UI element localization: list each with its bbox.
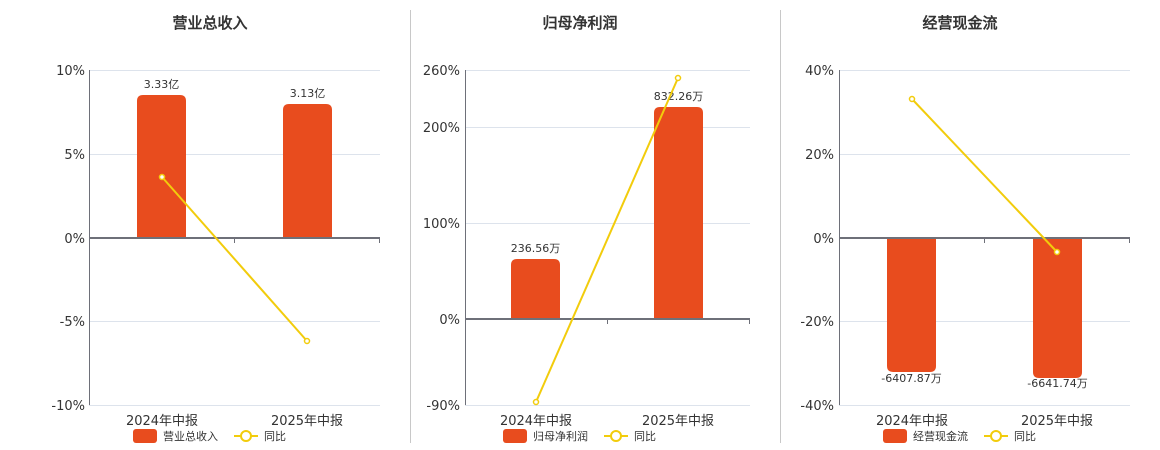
- svg-text:10%: 10%: [56, 64, 85, 79]
- legend-bar-swatch[interactable]: [883, 429, 907, 443]
- bar-value-label: 3.13亿: [290, 87, 326, 100]
- y-axis-ticks: 10% 5% 0% -5% -10%: [51, 64, 85, 414]
- legend-line-marker[interactable]: [610, 430, 622, 442]
- yoy-line: [161, 176, 308, 342]
- bar-value-label: 3.33亿: [144, 78, 180, 91]
- chart-net-profit: 归母净利润 260% 200% 100% 0% -90% 236.56万 832…: [423, 14, 750, 443]
- x-axis-label: 2024年中报: [876, 414, 948, 429]
- svg-text:-40%: -40%: [800, 399, 834, 414]
- legend-bar-label[interactable]: 归母净利润: [533, 429, 588, 443]
- svg-text:0%: 0%: [64, 232, 85, 247]
- x-axis-label: 2025年中报: [271, 414, 343, 429]
- legend: 归母净利润 同比: [503, 429, 656, 443]
- legend-line-label[interactable]: 同比: [264, 430, 286, 443]
- x-axis-label: 2025年中报: [642, 414, 714, 429]
- chart-title: 经营现金流: [922, 14, 997, 32]
- y-axis-ticks: 260% 200% 100% 0% -90%: [423, 64, 460, 414]
- svg-text:260%: 260%: [423, 64, 460, 79]
- chart-title: 营业总收入: [172, 14, 247, 32]
- panel-separator: [410, 10, 411, 443]
- x-axis-label: 2024年中报: [500, 414, 572, 429]
- bar-2025[interactable]: [1033, 238, 1082, 378]
- svg-text:100%: 100%: [423, 217, 460, 232]
- chart-revenue: 营业总收入 10% 5% 0% -5% -10% 3.33亿 3.13亿: [51, 14, 380, 443]
- legend-line-marker[interactable]: [240, 430, 252, 442]
- yoy-point[interactable]: [303, 337, 311, 345]
- legend-line-marker[interactable]: [990, 430, 1002, 442]
- svg-text:40%: 40%: [805, 64, 834, 79]
- yoy-point[interactable]: [908, 95, 916, 103]
- x-axis-label: 2024年中报: [126, 414, 198, 429]
- svg-text:-90%: -90%: [426, 399, 460, 414]
- yoy-point[interactable]: [1053, 248, 1061, 256]
- legend-bar-label[interactable]: 营业总收入: [163, 429, 218, 443]
- bar-2024[interactable]: [137, 95, 186, 238]
- legend-bar-swatch[interactable]: [503, 429, 527, 443]
- bar-2024[interactable]: [887, 238, 936, 372]
- chart-title: 归母净利润: [542, 14, 617, 32]
- bar-2025[interactable]: [283, 104, 332, 238]
- bar-2025[interactable]: [654, 107, 703, 319]
- svg-text:5%: 5%: [64, 148, 85, 163]
- bar-value-label: 236.56万: [511, 242, 561, 255]
- bar-value-label: -6641.74万: [1027, 377, 1087, 390]
- legend: 营业总收入 同比: [133, 429, 286, 443]
- svg-text:200%: 200%: [423, 121, 460, 136]
- svg-text:-10%: -10%: [51, 399, 85, 414]
- x-axis-label: 2025年中报: [1021, 414, 1093, 429]
- yoy-line: [911, 98, 1058, 253]
- yoy-point[interactable]: [532, 398, 540, 406]
- legend-bar-label[interactable]: 经营现金流: [913, 429, 968, 443]
- bar-value-label: -6407.87万: [881, 372, 941, 385]
- panel-separator: [780, 10, 781, 443]
- legend-line-label[interactable]: 同比: [634, 430, 656, 443]
- yoy-point[interactable]: [674, 74, 682, 82]
- yoy-point[interactable]: [158, 173, 166, 181]
- svg-text:0%: 0%: [813, 232, 834, 247]
- legend-bar-swatch[interactable]: [133, 429, 157, 443]
- svg-text:20%: 20%: [805, 148, 834, 163]
- bar-value-label: 832.26万: [654, 90, 704, 103]
- bar-2024[interactable]: [511, 259, 560, 319]
- svg-text:0%: 0%: [439, 313, 460, 328]
- svg-text:-5%: -5%: [60, 315, 85, 330]
- chart-operating-cashflow: 经营现金流 40% 20% 0% -20% -40% -6407.87万 -66…: [800, 14, 1130, 443]
- svg-text:-20%: -20%: [800, 315, 834, 330]
- y-axis-ticks: 40% 20% 0% -20% -40%: [800, 64, 834, 414]
- legend: 经营现金流 同比: [883, 429, 1036, 443]
- legend-line-label[interactable]: 同比: [1014, 430, 1036, 443]
- yoy-line: [535, 77, 679, 403]
